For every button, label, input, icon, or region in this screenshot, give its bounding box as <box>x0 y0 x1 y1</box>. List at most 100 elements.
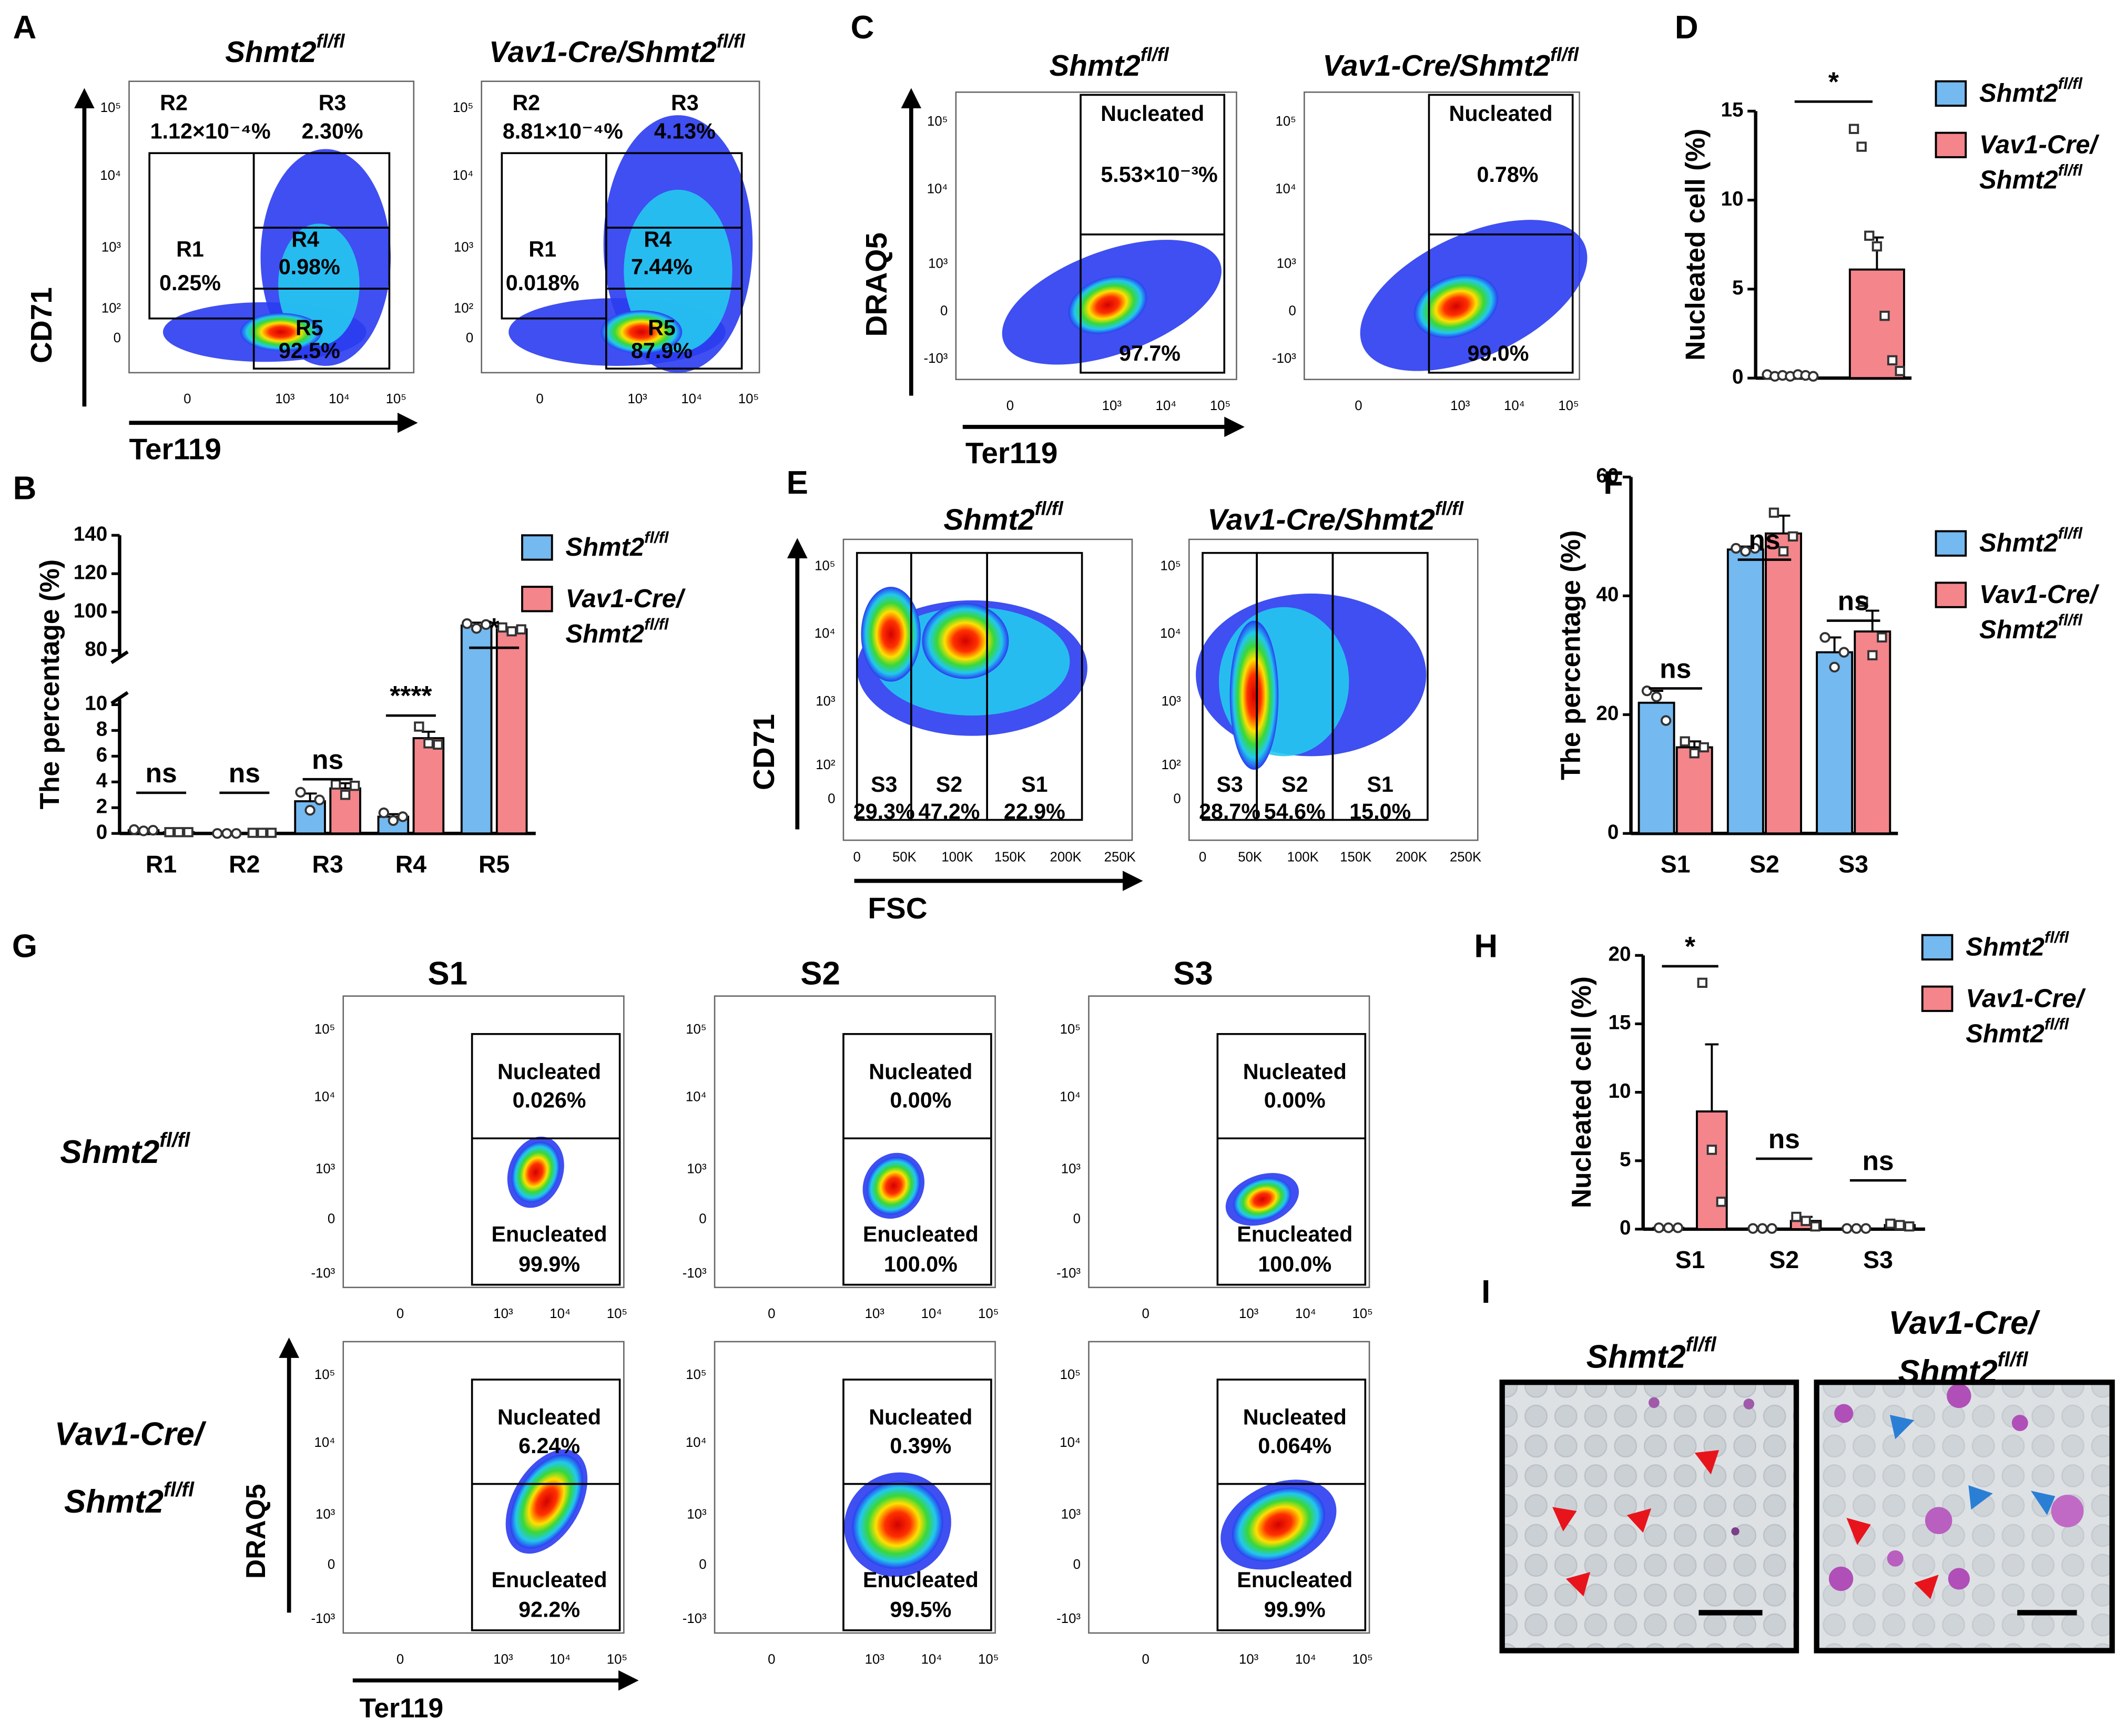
data-point <box>314 794 325 805</box>
image-title-part: Shmt2 <box>1898 1354 1998 1390</box>
gate-name: S3 <box>1216 772 1243 796</box>
y-tick-label: 10³ <box>1061 1161 1081 1176</box>
data-point <box>128 824 140 835</box>
plot-title-part: Vav1-Cre/ <box>1323 49 1462 83</box>
legend-swatch <box>1921 934 1954 961</box>
plot-title-part: Shmt2 <box>225 36 316 69</box>
data-point <box>212 828 223 839</box>
gate-name: R5 <box>296 315 323 340</box>
micrograph-right <box>1814 1380 2115 1653</box>
data-point <box>506 626 517 637</box>
gate-name: Enucleated <box>863 1222 979 1247</box>
data-point <box>221 828 232 839</box>
x-tick-label: R3 <box>312 850 343 877</box>
data-point <box>1653 1222 1664 1233</box>
x-tick-label: 10⁴ <box>1295 1306 1316 1321</box>
data-point <box>1698 742 1709 753</box>
gate-name: Enucleated <box>1237 1568 1352 1592</box>
data-point <box>257 828 268 838</box>
y-tick-label: 10² <box>1162 758 1182 772</box>
data-point <box>1716 1197 1727 1207</box>
y-tick-label: 10 <box>1609 1080 1631 1102</box>
x-tick-label: S2 <box>1749 850 1779 877</box>
data-point <box>330 779 341 790</box>
legend-swatch <box>1921 985 1954 1012</box>
legend-label: Shmt2fl/fl <box>1979 524 2083 557</box>
y-tick-label: 0 <box>328 1557 335 1572</box>
gate-value: 15.0% <box>1349 799 1411 823</box>
legend-swatch <box>1935 530 1967 557</box>
y-tick-label: 10⁵ <box>927 114 948 129</box>
y-tick-label: 10⁵ <box>1276 114 1296 129</box>
micrograph-left <box>1499 1380 1799 1653</box>
y-tick-label: 0 <box>114 331 121 345</box>
gate-value: 0.018% <box>506 271 579 295</box>
data-point <box>1660 715 1672 726</box>
data-point <box>1829 661 1840 673</box>
y-tick-label: 4 <box>96 770 108 792</box>
panel-letter: E <box>787 465 808 501</box>
image-title-sup: fl/fl <box>1686 1334 1717 1356</box>
gate-name: Nucleated <box>869 1059 972 1084</box>
legend-label-part: Shmt2 <box>1966 933 2044 961</box>
gate-value: 29.3% <box>853 799 915 823</box>
gate <box>1331 552 1429 821</box>
gate-value: 100.0% <box>884 1252 958 1276</box>
x-tick-label: R4 <box>395 850 426 877</box>
y-tick-label: -10³ <box>1056 1611 1081 1626</box>
x-tick-label: 10³ <box>1102 399 1122 413</box>
plot-title-sup: fl/fl <box>1035 497 1064 519</box>
y-tick-label: 6 <box>96 744 107 767</box>
data-point <box>1749 543 1761 554</box>
x-tick-label: 10³ <box>1239 1306 1259 1321</box>
plot-title-part: Shmt2 <box>1049 49 1140 83</box>
data-point <box>174 827 184 838</box>
plot-title-part: Shmt2 <box>1344 503 1435 536</box>
gate <box>986 552 1083 821</box>
density-cloud <box>601 310 683 354</box>
density-cloud <box>240 313 322 351</box>
data-point <box>1663 1222 1674 1233</box>
y-tick-label: 10 <box>85 692 107 715</box>
bar <box>412 737 445 835</box>
panel-letter: D <box>1675 9 1698 46</box>
data-point <box>397 811 409 822</box>
gate-value: 4.13% <box>654 119 716 144</box>
bar <box>1854 630 1891 835</box>
x-tick-label: 10³ <box>493 1306 513 1321</box>
y-tick-label: 10² <box>454 301 474 316</box>
image-title-part: Vav1-Cre/ <box>1889 1305 2041 1341</box>
x-tick-label: 10⁵ <box>386 392 406 406</box>
y-tick-label: -10³ <box>683 1266 707 1281</box>
gate-name: Nucleated <box>1243 1059 1347 1084</box>
x-tick-label: 0 <box>184 392 191 406</box>
data-point <box>1819 632 1830 643</box>
x-tick-label: 10⁵ <box>1352 1306 1372 1321</box>
y-tick-label: 0 <box>1173 792 1181 806</box>
gate <box>252 152 391 370</box>
gate-value: 47.2% <box>919 799 980 823</box>
y-tick-label: 10⁵ <box>815 558 835 573</box>
y-tick-label: 10³ <box>816 694 836 709</box>
gate <box>1216 1378 1367 1631</box>
y-tick-label: 10³ <box>1162 694 1182 709</box>
gate-value: 0.98% <box>279 254 340 279</box>
y-tick-label: 10⁵ <box>1060 1367 1081 1382</box>
y-tick-label: 140 <box>74 523 108 545</box>
error-bar <box>1705 1043 1719 1112</box>
data-point <box>164 827 175 838</box>
data-point <box>1808 371 1819 382</box>
gate-value: 0.00% <box>1264 1088 1326 1112</box>
plot-title-part: Shmt2 <box>943 503 1034 536</box>
data-point <box>1651 691 1662 702</box>
legend-label: Shmt2fl/fl <box>1979 74 2083 107</box>
y-tick-label: 10⁵ <box>686 1022 706 1037</box>
gate-value: 0.39% <box>890 1434 951 1458</box>
x-axis-label: Ter119 <box>965 437 1057 470</box>
y-axis-label: CD71 <box>25 287 58 363</box>
density-cloud <box>511 1141 560 1203</box>
gate-name: R1 <box>176 237 204 261</box>
y-tick-label: 0 <box>96 821 107 843</box>
gate <box>605 152 743 370</box>
